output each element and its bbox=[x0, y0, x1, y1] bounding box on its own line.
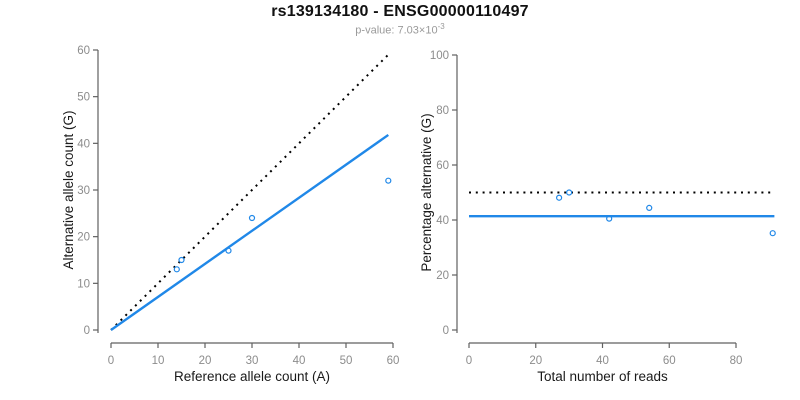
x-axis-title: Total number of reads bbox=[537, 369, 668, 384]
x-tick-label: 30 bbox=[246, 355, 259, 367]
y-tick-label: 50 bbox=[77, 92, 90, 104]
x-tick-label: 60 bbox=[663, 355, 676, 367]
x-tick-label: 40 bbox=[293, 355, 306, 367]
x-tick-label: 20 bbox=[529, 355, 542, 367]
p-value-text: p-value: 7.03×10 bbox=[355, 24, 438, 37]
data-point bbox=[606, 215, 613, 222]
identity-line bbox=[110, 53, 390, 331]
y-tick-label: 60 bbox=[436, 160, 449, 172]
y-tick-label: 40 bbox=[436, 215, 449, 227]
fit-line bbox=[110, 133, 389, 331]
y-tick-label: 40 bbox=[77, 138, 90, 150]
y-tick-label: 30 bbox=[77, 185, 90, 197]
y-axis-title: Alternative allele count (G) bbox=[61, 110, 76, 269]
y-tick-label: 60 bbox=[77, 45, 90, 57]
p-value-subtitle: p-value: 7.03×10-3 bbox=[0, 22, 800, 37]
y-tick-label: 80 bbox=[436, 105, 449, 117]
data-point bbox=[385, 177, 392, 184]
x-tick-label: 40 bbox=[596, 355, 609, 367]
y-tick-label: 0 bbox=[443, 325, 449, 337]
y-tick-label: 20 bbox=[436, 270, 449, 282]
y-tick-label: 10 bbox=[77, 278, 90, 290]
page-title: rs139134180 - ENSG00000110497 bbox=[271, 3, 529, 20]
data-point bbox=[248, 214, 256, 222]
x-tick-label: 50 bbox=[340, 355, 353, 367]
data-point bbox=[769, 230, 776, 237]
x-tick-label: 0 bbox=[466, 355, 472, 367]
x-tick-label: 80 bbox=[730, 355, 743, 367]
y-tick-label: 100 bbox=[430, 50, 449, 62]
data-point bbox=[566, 189, 573, 196]
x-tick-label: 0 bbox=[108, 355, 114, 367]
data-point bbox=[225, 247, 232, 254]
data-point bbox=[178, 256, 185, 264]
y-tick-label: 0 bbox=[84, 325, 90, 337]
data-point bbox=[556, 194, 563, 201]
data-point bbox=[173, 266, 180, 273]
p-value-exponent: -3 bbox=[437, 22, 445, 31]
x-tick-label: 20 bbox=[199, 355, 212, 367]
y-axis-title: Percentage alternative (G) bbox=[419, 113, 434, 271]
y-tick-label: 20 bbox=[77, 232, 90, 244]
data-point bbox=[646, 204, 653, 211]
x-tick-label: 10 bbox=[152, 355, 165, 367]
x-tick-label: 60 bbox=[387, 355, 400, 367]
pct-vs-reads-scatter: 0 20 40 60 80 0 20 40 60 80 100 Total number of rea… bbox=[419, 50, 776, 384]
x-axis-title: Reference allele count (A) bbox=[174, 369, 330, 384]
ref-vs-alt-scatter: 0 10 20 30 40 50 60 0 10 20 30 40 50 60 Reference alle… bbox=[61, 45, 400, 384]
